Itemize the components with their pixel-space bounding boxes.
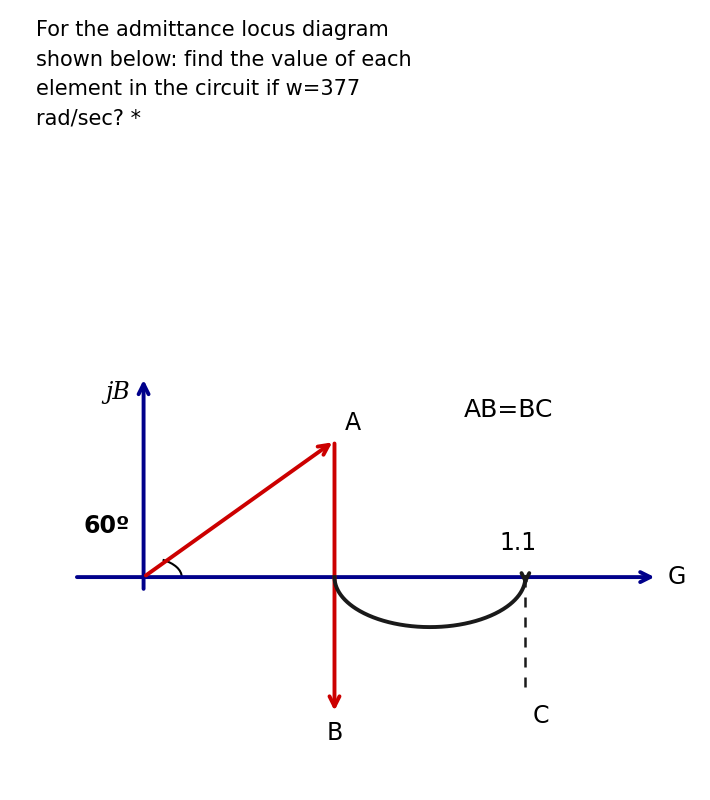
Text: 60º: 60º <box>83 514 130 538</box>
Text: jB: jB <box>105 381 130 404</box>
Text: C: C <box>532 704 549 728</box>
Text: AB=BC: AB=BC <box>464 398 552 422</box>
Text: G: G <box>667 565 686 589</box>
Text: A: A <box>345 411 361 435</box>
Text: For the admittance locus diagram
shown below: find the value of each
element in : For the admittance locus diagram shown b… <box>36 20 411 129</box>
Text: 1.1: 1.1 <box>500 531 537 555</box>
Text: B: B <box>327 721 343 745</box>
